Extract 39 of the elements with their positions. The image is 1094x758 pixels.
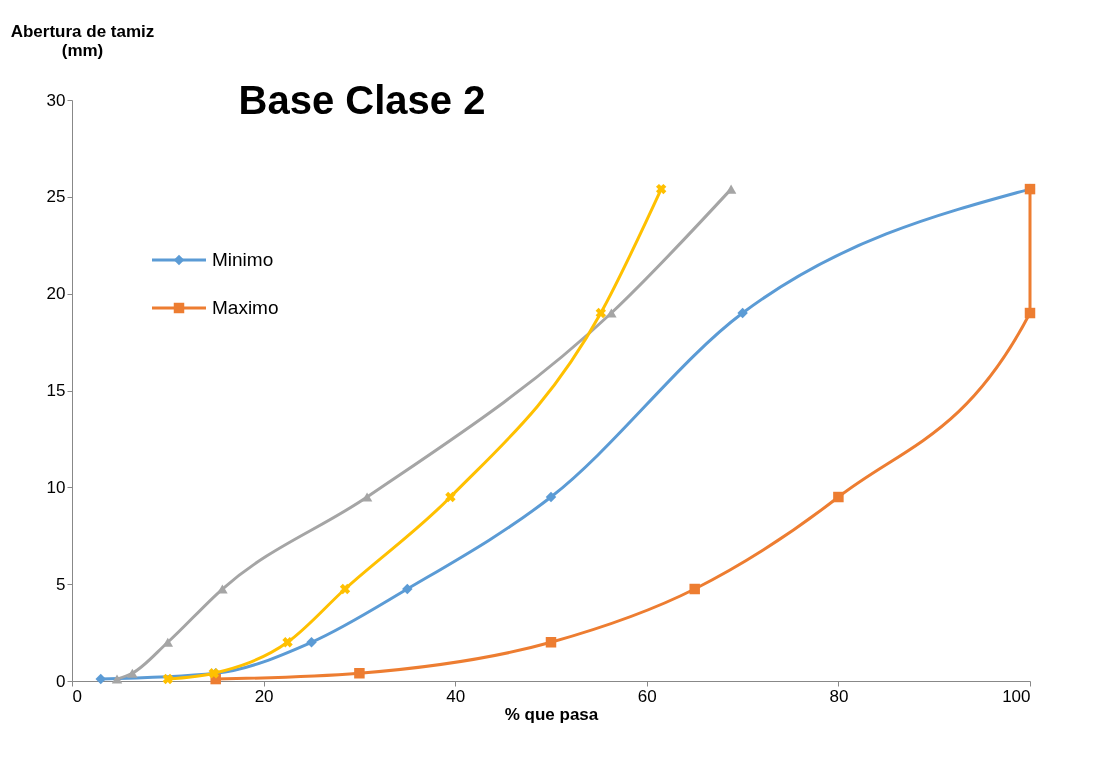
- point: [217, 584, 228, 594]
- x-tick-label: 60: [637, 686, 657, 706]
- x-tick-label: 0: [72, 686, 82, 706]
- point: [282, 637, 293, 648]
- point: [655, 183, 667, 195]
- point: [127, 668, 138, 678]
- point: [1024, 307, 1036, 319]
- y-tick-label: 30: [46, 90, 66, 110]
- chart-title: Base Clase 2: [238, 78, 486, 122]
- point: [402, 583, 413, 595]
- y-tick-label: 5: [56, 574, 66, 594]
- point: [833, 491, 844, 503]
- point: [354, 668, 365, 679]
- y-tick-label: 20: [46, 284, 66, 304]
- point: [689, 583, 700, 595]
- point: [545, 491, 557, 503]
- x-tick-label: 40: [446, 686, 466, 706]
- y-axis-title: Abertura de tamiz (mm): [10, 21, 155, 60]
- point: [445, 491, 456, 503]
- y-tick-label: 0: [56, 671, 66, 691]
- y-tick-label: 15: [46, 381, 66, 400]
- y-tick-label: 10: [46, 477, 66, 497]
- x-tick-label: 80: [829, 686, 849, 706]
- legend-label: Minimo: [212, 249, 274, 270]
- point: [737, 307, 748, 319]
- x-tick-label: 100: [1002, 686, 1031, 706]
- point: [595, 307, 607, 319]
- x-axis-title: % que pasa: [504, 704, 599, 724]
- point: [95, 673, 106, 685]
- point: [606, 308, 617, 318]
- point: [361, 492, 373, 502]
- point: [306, 637, 317, 648]
- y-tick-label: 25: [46, 187, 66, 207]
- legend-label: Maximo: [212, 297, 279, 318]
- point: [111, 674, 123, 684]
- point: [339, 583, 351, 595]
- x-tick-label: 20: [254, 686, 274, 706]
- point: [162, 673, 173, 685]
- point: [545, 637, 557, 648]
